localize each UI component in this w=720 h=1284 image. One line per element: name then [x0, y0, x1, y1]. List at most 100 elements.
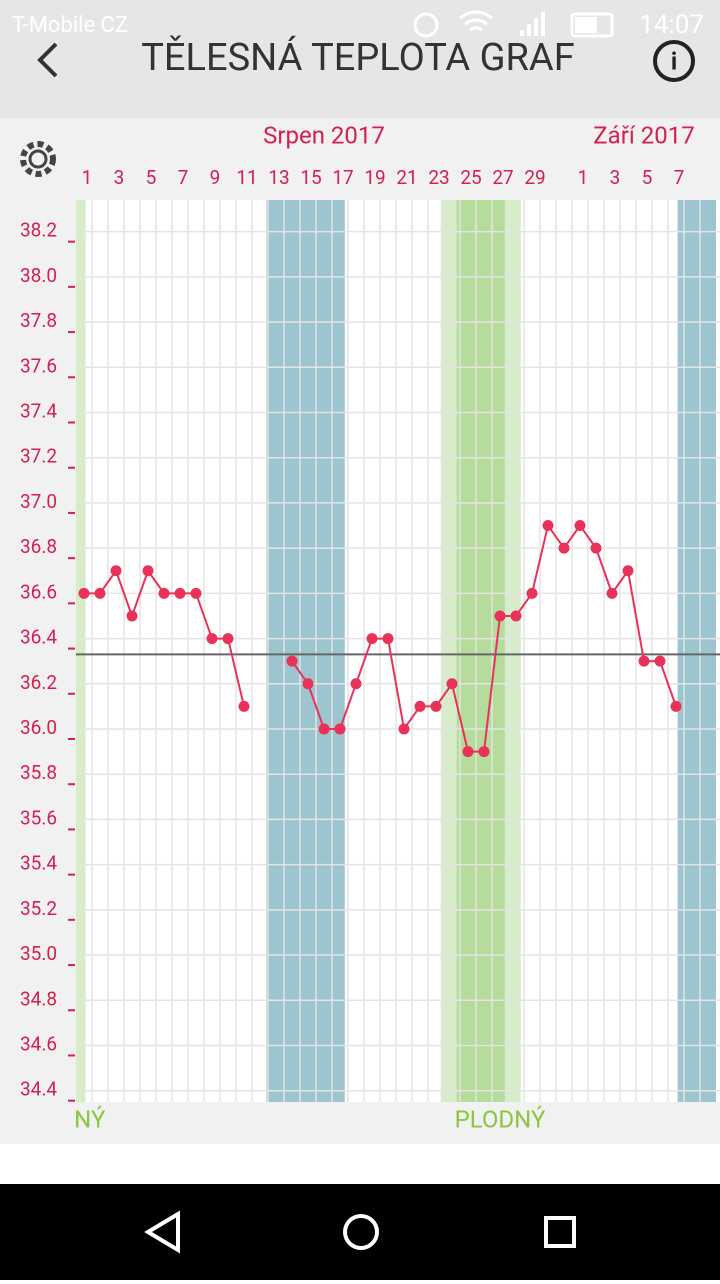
temperature-point: [158, 587, 170, 599]
nav-back[interactable]: [144, 1210, 180, 1254]
y-tick-label: 35.4: [20, 852, 57, 875]
temperature-point: [302, 678, 314, 690]
y-tick-label: 36.6: [20, 580, 57, 603]
temperature-point: [510, 610, 522, 622]
temperature-point: [574, 520, 586, 532]
x-tick-label: 15: [300, 166, 321, 189]
y-tick-label: 38.2: [20, 219, 57, 242]
temperature-point: [142, 565, 154, 577]
x-tick-label: 7: [674, 166, 685, 189]
y-tick-label: 36.0: [20, 716, 57, 739]
x-tick-label: 5: [146, 166, 157, 189]
y-tick-label: 36.4: [20, 626, 57, 649]
temperature-point: [94, 587, 106, 599]
temperature-point: [126, 610, 138, 622]
y-tick-label: 37.0: [20, 490, 57, 513]
y-tick-label: 35.2: [20, 897, 57, 920]
nav-bar: [0, 1184, 720, 1280]
app-bar: [0, 0, 720, 118]
temperature-point: [446, 678, 458, 690]
temperature-point: [286, 655, 298, 667]
x-tick-label: 3: [114, 166, 125, 189]
temperature-point: [558, 542, 570, 554]
info-circle[interactable]: [653, 40, 695, 82]
back-button[interactable]: [37, 42, 58, 78]
y-tick-label: 36.8: [20, 535, 57, 558]
x-tick-label: 29: [524, 166, 545, 189]
month-label: Září 2017: [593, 121, 694, 149]
y-tick-label: 35.8: [20, 761, 57, 784]
x-tick-label: 13: [268, 166, 289, 189]
x-tick-label: 5: [642, 166, 653, 189]
plot-area: [76, 200, 720, 1102]
info-glyph[interactable]: i: [671, 47, 677, 75]
temperature-point: [430, 700, 442, 712]
y-tick-label: 37.4: [20, 400, 57, 423]
y-tick-label: 38.0: [20, 264, 57, 287]
temperature-point: [318, 723, 330, 735]
temperature-point: [334, 723, 346, 735]
screen-title: TĚLESNÁ TEPLOTA GRAF: [141, 34, 574, 80]
temperature-point: [190, 587, 202, 599]
status-icons: [413, 10, 614, 38]
x-tick-label: 1: [82, 166, 93, 189]
y-tick-label: 35.6: [20, 806, 57, 829]
y-tick-label: 35.0: [20, 942, 57, 965]
y-tick-label: 37.2: [20, 445, 57, 468]
temperature-point: [638, 655, 650, 667]
x-tick-label: 3: [610, 166, 621, 189]
temperature-point: [398, 723, 410, 735]
fertile-labels: PLODNÝ PLODNÝ: [15, 1105, 546, 1133]
y-tick-label: 36.2: [20, 671, 57, 694]
x-tick-label: 23: [428, 166, 449, 189]
x-tick-label: 17: [332, 166, 353, 189]
temperature-point: [670, 700, 682, 712]
phase-band: [456, 200, 505, 1102]
temperature-point: [174, 587, 186, 599]
temperature-point: [350, 678, 362, 690]
x-tick-label: 21: [396, 166, 417, 189]
y-tick-label: 34.4: [20, 1078, 57, 1101]
temperature-point: [110, 565, 122, 577]
fertile-label: PLODNÝ: [15, 1105, 106, 1133]
temperature-point: [590, 542, 602, 554]
temperature-point: [494, 610, 506, 622]
temperature-point: [414, 700, 426, 712]
temperature-point: [622, 565, 634, 577]
temperature-point: [654, 655, 666, 667]
phase-band: [76, 200, 86, 1102]
temperature-point: [606, 587, 618, 599]
info-button[interactable]: i: [653, 40, 695, 82]
temperature-point: [222, 633, 234, 645]
clock: 14:07: [639, 10, 704, 40]
nav-home[interactable]: [343, 1214, 379, 1250]
x-tick-label: 1: [578, 166, 589, 189]
nav-recent[interactable]: [544, 1216, 576, 1248]
temperature-point: [462, 746, 474, 758]
temperature-point: [382, 633, 394, 645]
temperature-point: [542, 520, 554, 532]
fertile-label: PLODNÝ: [455, 1105, 546, 1133]
settings-button[interactable]: [20, 141, 56, 177]
phase-band: [266, 200, 345, 1102]
temperature-point: [478, 746, 490, 758]
x-tick-label: 11: [236, 166, 257, 189]
y-tick-label: 34.6: [20, 1032, 57, 1055]
x-tick-label: 25: [460, 166, 481, 189]
temperature-point: [78, 587, 90, 599]
x-tick-label: 7: [178, 166, 189, 189]
x-tick-label: 9: [210, 166, 221, 189]
temperature-point: [366, 633, 378, 645]
plot: 1 3 5 7 9 11 13 15 17 19 21 23 25 27 29 1 3 5 734.434.634.…: [15, 121, 720, 1133]
temperature-point: [526, 587, 538, 599]
temperature-point: [238, 700, 250, 712]
carrier: T-Mobile CZ: [12, 13, 128, 38]
y-tick-label: 34.8: [20, 987, 57, 1010]
month-label: Srpen 2017: [263, 121, 385, 149]
x-tick-label: 27: [492, 166, 513, 189]
temperature-point: [206, 633, 218, 645]
y-tick-label: 37.6: [20, 354, 57, 377]
signal: [520, 12, 545, 36]
